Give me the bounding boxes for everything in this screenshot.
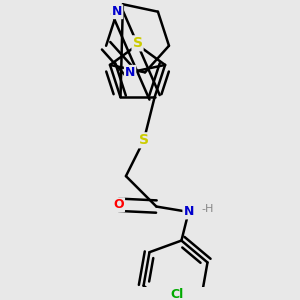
Text: S: S bbox=[133, 36, 142, 50]
Text: S: S bbox=[139, 133, 149, 147]
Text: N: N bbox=[183, 206, 194, 218]
Text: -H: -H bbox=[202, 204, 214, 214]
Text: Cl: Cl bbox=[170, 288, 183, 300]
Text: O: O bbox=[113, 198, 124, 211]
Text: N: N bbox=[125, 66, 135, 79]
Text: N: N bbox=[112, 5, 122, 18]
